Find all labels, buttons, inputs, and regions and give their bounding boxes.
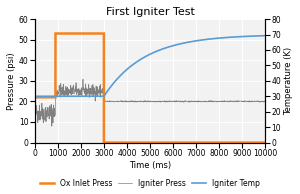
Title: First Igniter Test: First Igniter Test [106, 7, 194, 17]
Y-axis label: Temperature (K): Temperature (K) [284, 47, 293, 115]
X-axis label: Time (ms): Time (ms) [129, 161, 171, 170]
Y-axis label: Pressure (psi): Pressure (psi) [7, 52, 16, 110]
Legend: Ox Inlet Press, Igniter Press, Igniter Temp: Ox Inlet Press, Igniter Press, Igniter T… [38, 177, 262, 190]
